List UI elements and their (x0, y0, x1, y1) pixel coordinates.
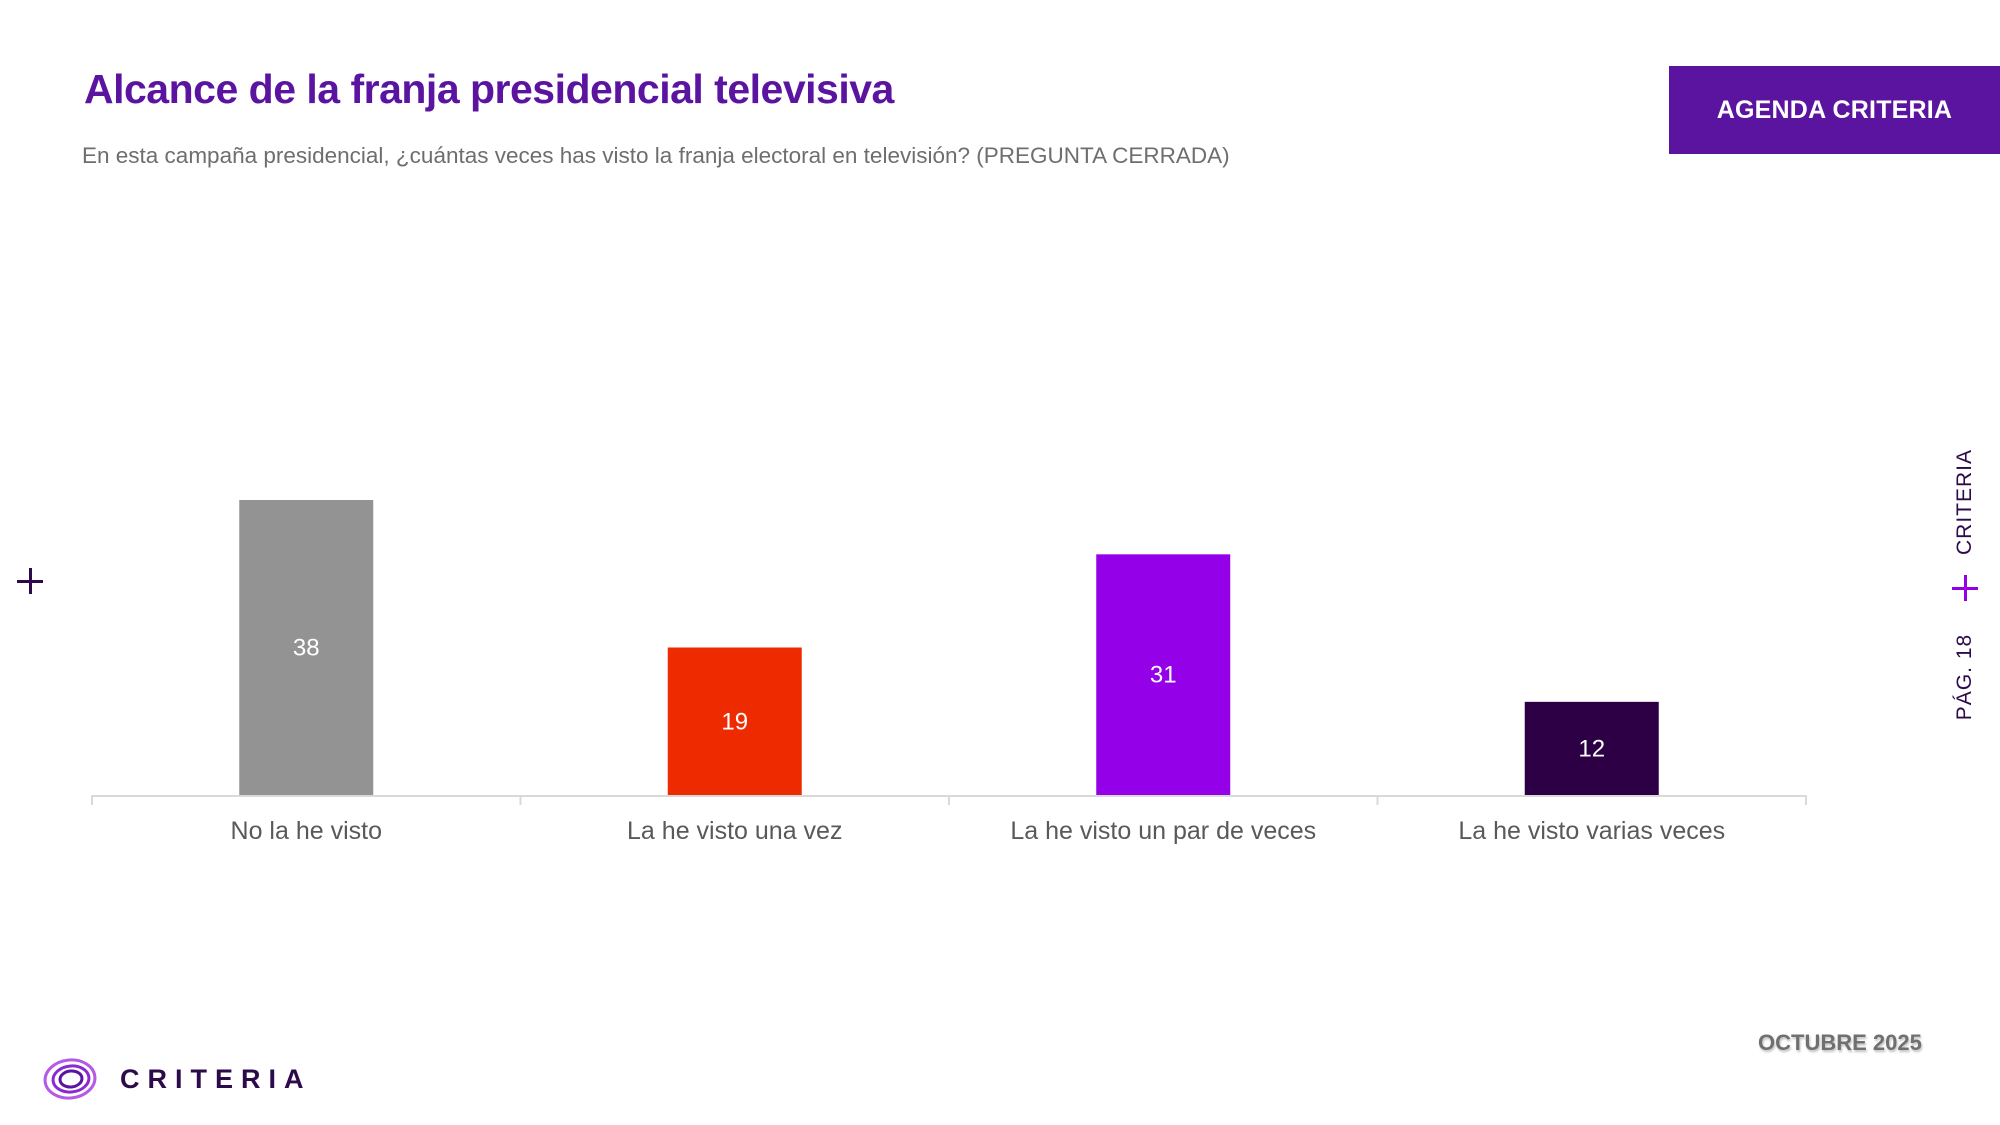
x-axis (91, 795, 1807, 805)
logo-wordmark: CRITERIA (120, 1063, 312, 1094)
report-date: OCTUBRE 2025 (1758, 1030, 1922, 1055)
bar (1524, 701, 1659, 795)
x-tick-label: No la he visto (231, 817, 382, 845)
x-tick-label: La he visto varias veces (1458, 817, 1725, 845)
labels-group: 38 No la he visto 19 La he visto una vez 31 L… (231, 635, 1726, 846)
agenda-criteria-badge: AGENDA CRITERIA (1669, 66, 2000, 154)
x-tick-label: La he visto una vez (627, 817, 842, 845)
bar (1096, 554, 1231, 795)
data-label: 31 (1150, 662, 1177, 689)
criteria-logo: CRITERIA (42, 1056, 312, 1102)
bar (239, 500, 374, 795)
x-tick-label: La he visto un par de veces (1010, 817, 1316, 845)
page-title: Alcance de la franja presidencial televi… (84, 66, 894, 112)
data-label: 12 (1578, 735, 1605, 762)
bars-group (239, 500, 1659, 795)
data-label: 19 (721, 708, 748, 735)
data-label: 38 (293, 635, 320, 662)
plus-icon (1952, 575, 1978, 601)
criteria-logo-icon (43, 1058, 97, 1100)
bar (667, 647, 802, 795)
plus-icon (17, 568, 43, 594)
question-subtitle: En esta campaña presidencial, ¿cuántas v… (82, 143, 1230, 168)
